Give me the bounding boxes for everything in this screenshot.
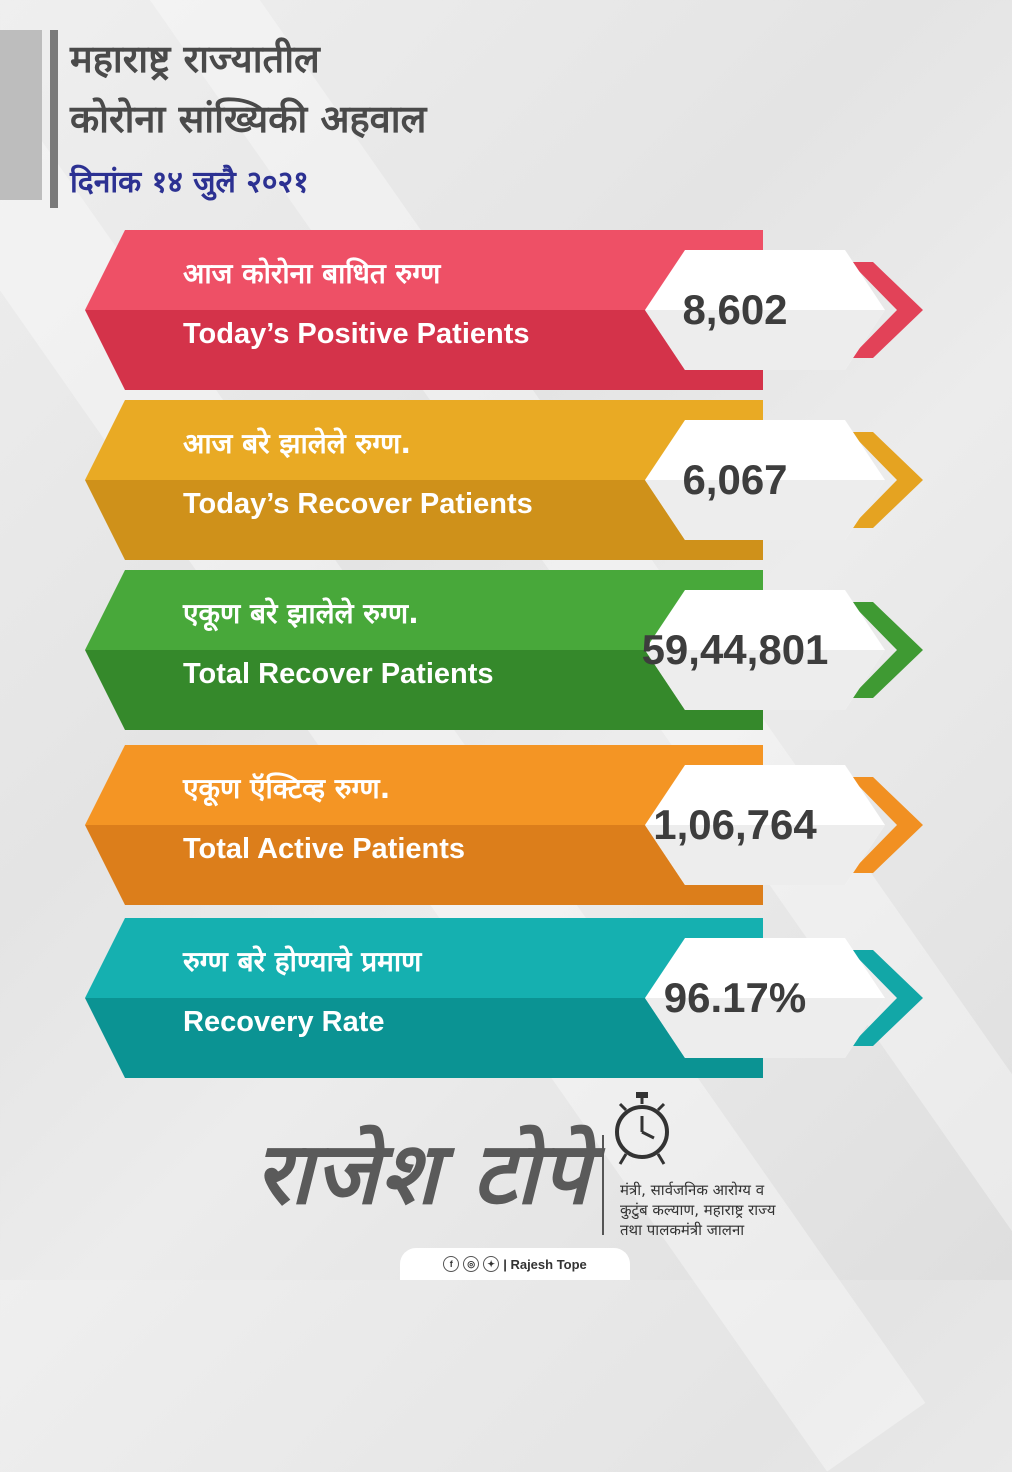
stat-label-english: Today’s Positive Patients [183,318,530,350]
signature-logo: राजेश टोपे [255,1124,592,1224]
stat-value: 6,067 [682,456,788,503]
stat-label-english: Total Active Patients [183,833,466,865]
stat-card: एकूण ऍक्टिव्ह रुग्ण. Total Active Patient… [85,745,925,905]
stat-label-english: Recovery Rate [183,1006,385,1038]
stat-label-english: Today’s Recover Patients [183,488,533,520]
stat-label-english: Total Recover Patients [183,658,494,690]
header-accent-line [50,30,58,208]
background-stripe [141,0,1012,1464]
stat-label-marathi: आज कोरोना बाधित रुग्ण [183,257,441,290]
stat-label-marathi: आज बरे झालेले रुग्ण. [183,427,411,460]
stat-card: आज कोरोना बाधित रुग्ण Today’s Positive Pa… [85,230,925,390]
instagram-icon[interactable]: ◎ [463,1256,480,1272]
page-title-line2: कोरोना सांख्यिकी अहवाल [70,97,427,141]
social-handle: | Rajesh Tope [503,1256,587,1272]
stat-card: एकूण बरे झालेले रुग्ण. Total Recover Pati… [85,570,925,730]
twitter-icon[interactable]: ✦ [483,1256,500,1272]
stat-value: 1,06,764 [653,801,817,848]
stat-card: आज बरे झालेले रुग्ण. Today’s Recover Pati… [85,400,925,560]
stat-card: रुग्ण बरे होण्याचे प्रमाण Recovery Rate 96… [85,918,925,1078]
footer-divider [602,1135,604,1235]
facebook-icon[interactable]: f [443,1256,460,1272]
designation-line2: कुटुंब कल्याण, महाराष्ट्र राज्य [620,1201,776,1219]
report-date: दिनांक १४ जुलै २०२१ [70,165,309,200]
clock-icon [615,1092,669,1165]
stat-label-marathi: एकूण ऍक्टिव्ह रुग्ण. [183,772,391,805]
designation-line3: तथा पालकमंत्री जालना [620,1221,745,1239]
social-bar: f ◎ ✦ | Rajesh Tope [400,1248,630,1280]
stat-value: 8,602 [682,286,788,333]
stat-value: 59,44,801 [641,626,829,673]
header-accent-bar [0,30,42,200]
designation: मंत्री, सार्वजनिक आरोग्य व कुटुंब कल्याण… [620,1180,775,1240]
page-title-line1: महाराष्ट्र राज्यातील [70,37,320,81]
stat-label-marathi: एकूण बरे झालेले रुग्ण. [183,597,419,630]
designation-line1: मंत्री, सार्वजनिक आरोग्य व [620,1181,765,1199]
stat-label-marathi: रुग्ण बरे होण्याचे प्रमाण [183,945,422,978]
stat-value: 96.17% [663,974,807,1021]
